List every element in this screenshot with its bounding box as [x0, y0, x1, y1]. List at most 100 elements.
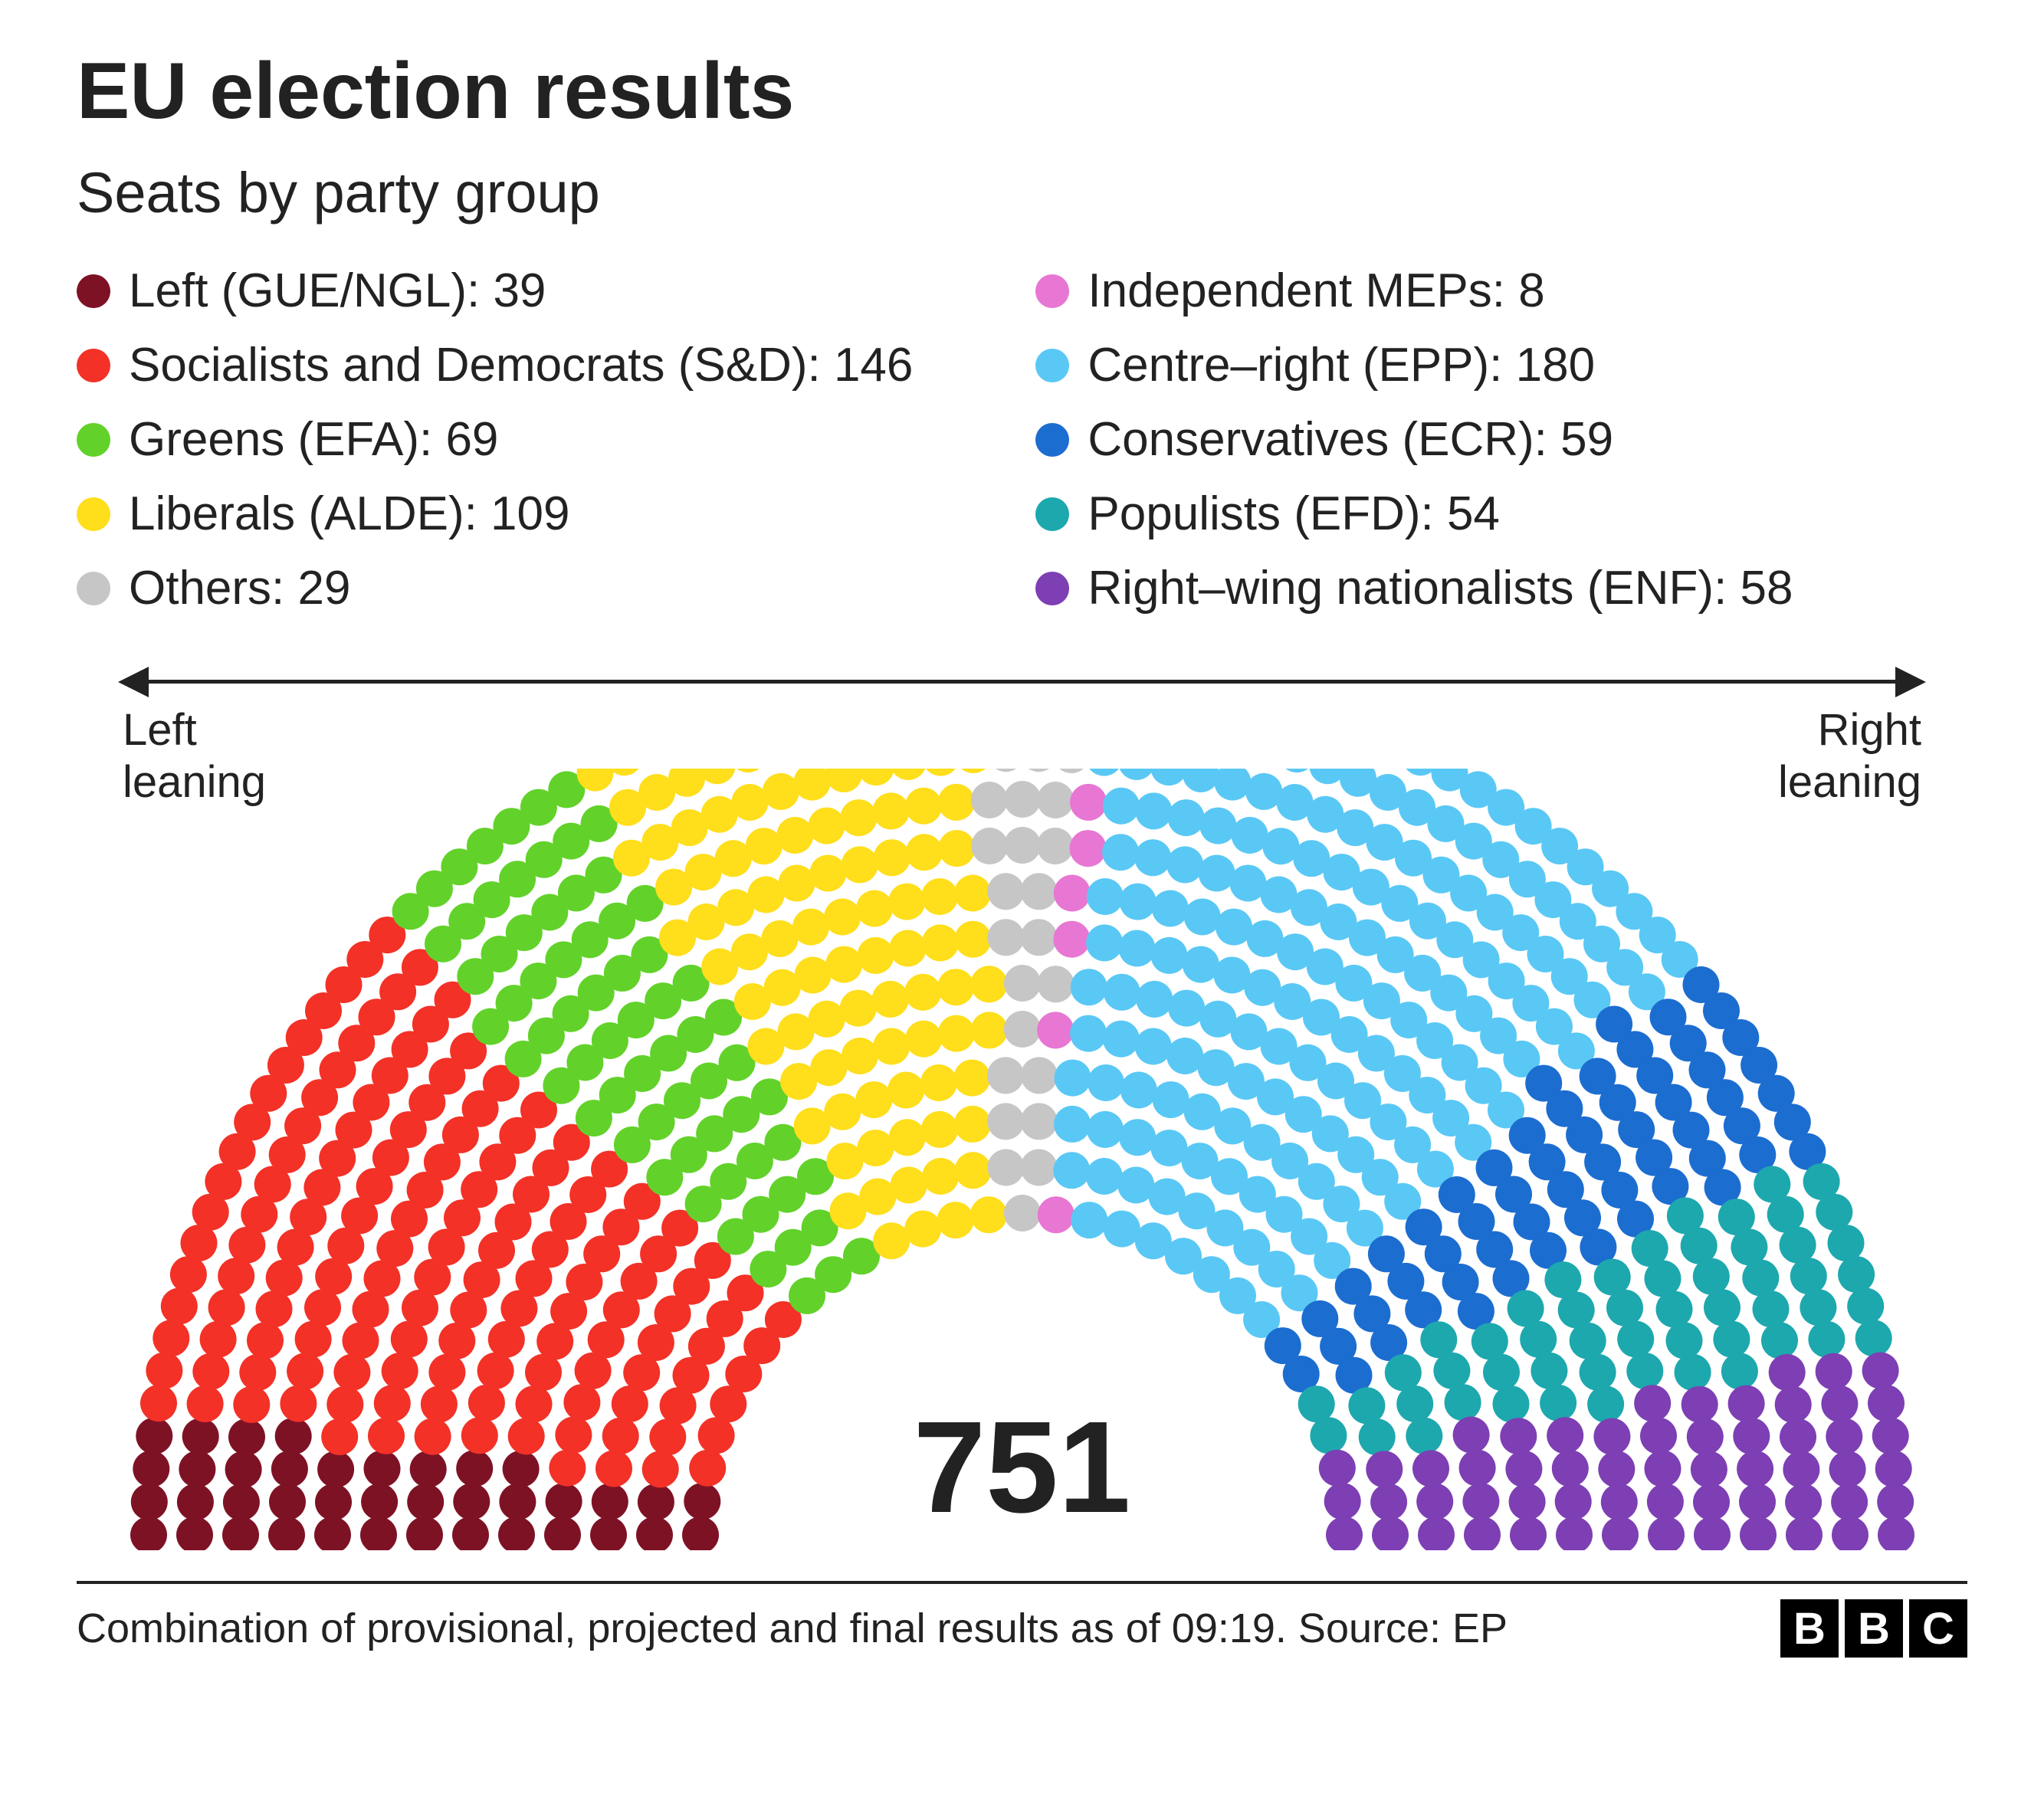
seat-dot — [937, 1015, 974, 1052]
infographic-container: EU election results Seats by party group… — [0, 0, 2044, 1820]
seat-dot — [794, 957, 831, 994]
seat-dot — [1004, 1011, 1041, 1048]
bbc-logo-letter: B — [1845, 1599, 1903, 1658]
seat-dot — [970, 966, 1007, 1002]
seat-dot — [904, 974, 941, 1011]
seat-dot — [1118, 930, 1155, 967]
legend-column-right: Independent MEPs: 8Centre–right (EPP): 1… — [1035, 264, 1793, 615]
seat-dot — [1531, 1353, 1567, 1389]
footer-rule — [77, 1581, 1967, 1584]
seat-dot — [921, 924, 958, 961]
seat-dot — [428, 1354, 465, 1391]
seat-dot — [1085, 1158, 1122, 1195]
seat-dot — [1626, 1353, 1663, 1389]
seat-dot — [1020, 1149, 1057, 1186]
seat-dot — [987, 1103, 1024, 1140]
seat-dot — [1071, 1202, 1107, 1238]
seat-dot — [333, 1354, 370, 1391]
seat-dot — [1004, 1195, 1041, 1231]
seat-dot — [1150, 769, 1187, 785]
seat-dot — [1617, 1321, 1654, 1358]
seat-dot — [954, 1152, 991, 1189]
legend-swatch-others — [77, 572, 110, 605]
arrow-left-icon — [118, 667, 149, 697]
seat-dot — [1054, 1060, 1091, 1097]
seat-dot — [1166, 846, 1203, 883]
seat-dot — [1800, 1289, 1836, 1326]
legend-item-greens: Greens (EFA): 69 — [77, 412, 913, 467]
legend-swatch-liberals — [77, 497, 110, 531]
seat-dot — [1761, 1322, 1798, 1359]
legend-swatch-independent — [1035, 274, 1069, 308]
seat-dot — [1674, 1354, 1711, 1391]
seat-dot — [953, 1106, 990, 1143]
seat-dot — [970, 1196, 1007, 1233]
seat-dot — [1118, 769, 1155, 780]
seat-dot — [1713, 1321, 1750, 1358]
legend-label-enf: Right–wing nationalists (ENF): 58 — [1088, 561, 1793, 615]
seat-dot — [905, 834, 942, 871]
seat-dot — [1087, 1111, 1124, 1148]
seat-dot — [778, 865, 815, 902]
seat-dot — [1004, 827, 1041, 864]
seat-dot — [841, 846, 878, 883]
seat-dot — [477, 1353, 513, 1389]
seat-dot — [1199, 808, 1236, 844]
seat-dot — [247, 1322, 284, 1359]
seat-dot — [1569, 1323, 1606, 1359]
seat-dot — [1070, 784, 1107, 821]
seat-dot — [1102, 834, 1139, 871]
seat-dot — [873, 1222, 910, 1259]
seat-dot — [857, 1130, 894, 1166]
seat-dot — [1020, 769, 1057, 772]
seat-dot — [1053, 921, 1090, 958]
footer-text: Combination of provisional, projected an… — [77, 1605, 1508, 1652]
seat-dot — [1119, 1119, 1156, 1156]
seat-dot — [239, 1354, 276, 1391]
seat-dot — [840, 799, 877, 836]
seat-dot — [953, 1060, 990, 1097]
seat-dot — [1070, 969, 1107, 1005]
seat-dot — [1088, 1064, 1124, 1101]
seat-dot — [937, 1202, 973, 1238]
seat-dot — [938, 830, 975, 867]
seat-dot — [905, 788, 942, 825]
seat-dot — [793, 769, 830, 801]
seat-dot — [1054, 1106, 1091, 1143]
axis-label-right-line1: Right — [1818, 705, 1921, 755]
seat-dot — [1004, 781, 1041, 818]
legend-label-greens: Greens (EFA): 69 — [129, 412, 498, 467]
seat-dot — [1182, 946, 1219, 983]
seat-dot — [857, 769, 894, 785]
bbc-logo-letter: C — [1909, 1599, 1967, 1658]
seat-dot — [1103, 1211, 1140, 1248]
seat-dot — [1134, 1028, 1171, 1065]
legend-label-ecr: Conservatives (ECR): 59 — [1088, 412, 1613, 467]
bbc-logo: BBC — [1780, 1599, 1967, 1658]
seat-dot — [890, 1167, 927, 1204]
seat-dot — [160, 1288, 197, 1325]
seat-dot — [1102, 788, 1139, 825]
seat-dot — [825, 946, 862, 983]
seat-dot — [987, 1149, 1024, 1186]
seat-dot — [1004, 965, 1041, 1002]
seat-dot — [169, 1256, 206, 1293]
seat-dot — [255, 1290, 292, 1327]
seat-dot — [1520, 1321, 1557, 1358]
seat-dot — [1752, 1290, 1789, 1327]
seat-dot — [809, 855, 846, 892]
legend-item-independent: Independent MEPs: 8 — [1035, 264, 1793, 318]
seat-dot — [871, 981, 908, 1018]
seat-dot — [1085, 769, 1122, 776]
seat-dot — [937, 784, 974, 821]
seat-dot — [1135, 792, 1172, 829]
arrow-right-icon — [1895, 667, 1926, 697]
seat-dot — [1483, 1354, 1520, 1391]
seat-dot — [888, 1119, 925, 1156]
seat-dot — [888, 884, 925, 920]
seat-dot — [971, 828, 1008, 864]
seat-dot — [762, 773, 799, 810]
seat-dot — [294, 1321, 331, 1358]
seat-dot — [1214, 769, 1251, 801]
seat-dot — [390, 1321, 427, 1358]
